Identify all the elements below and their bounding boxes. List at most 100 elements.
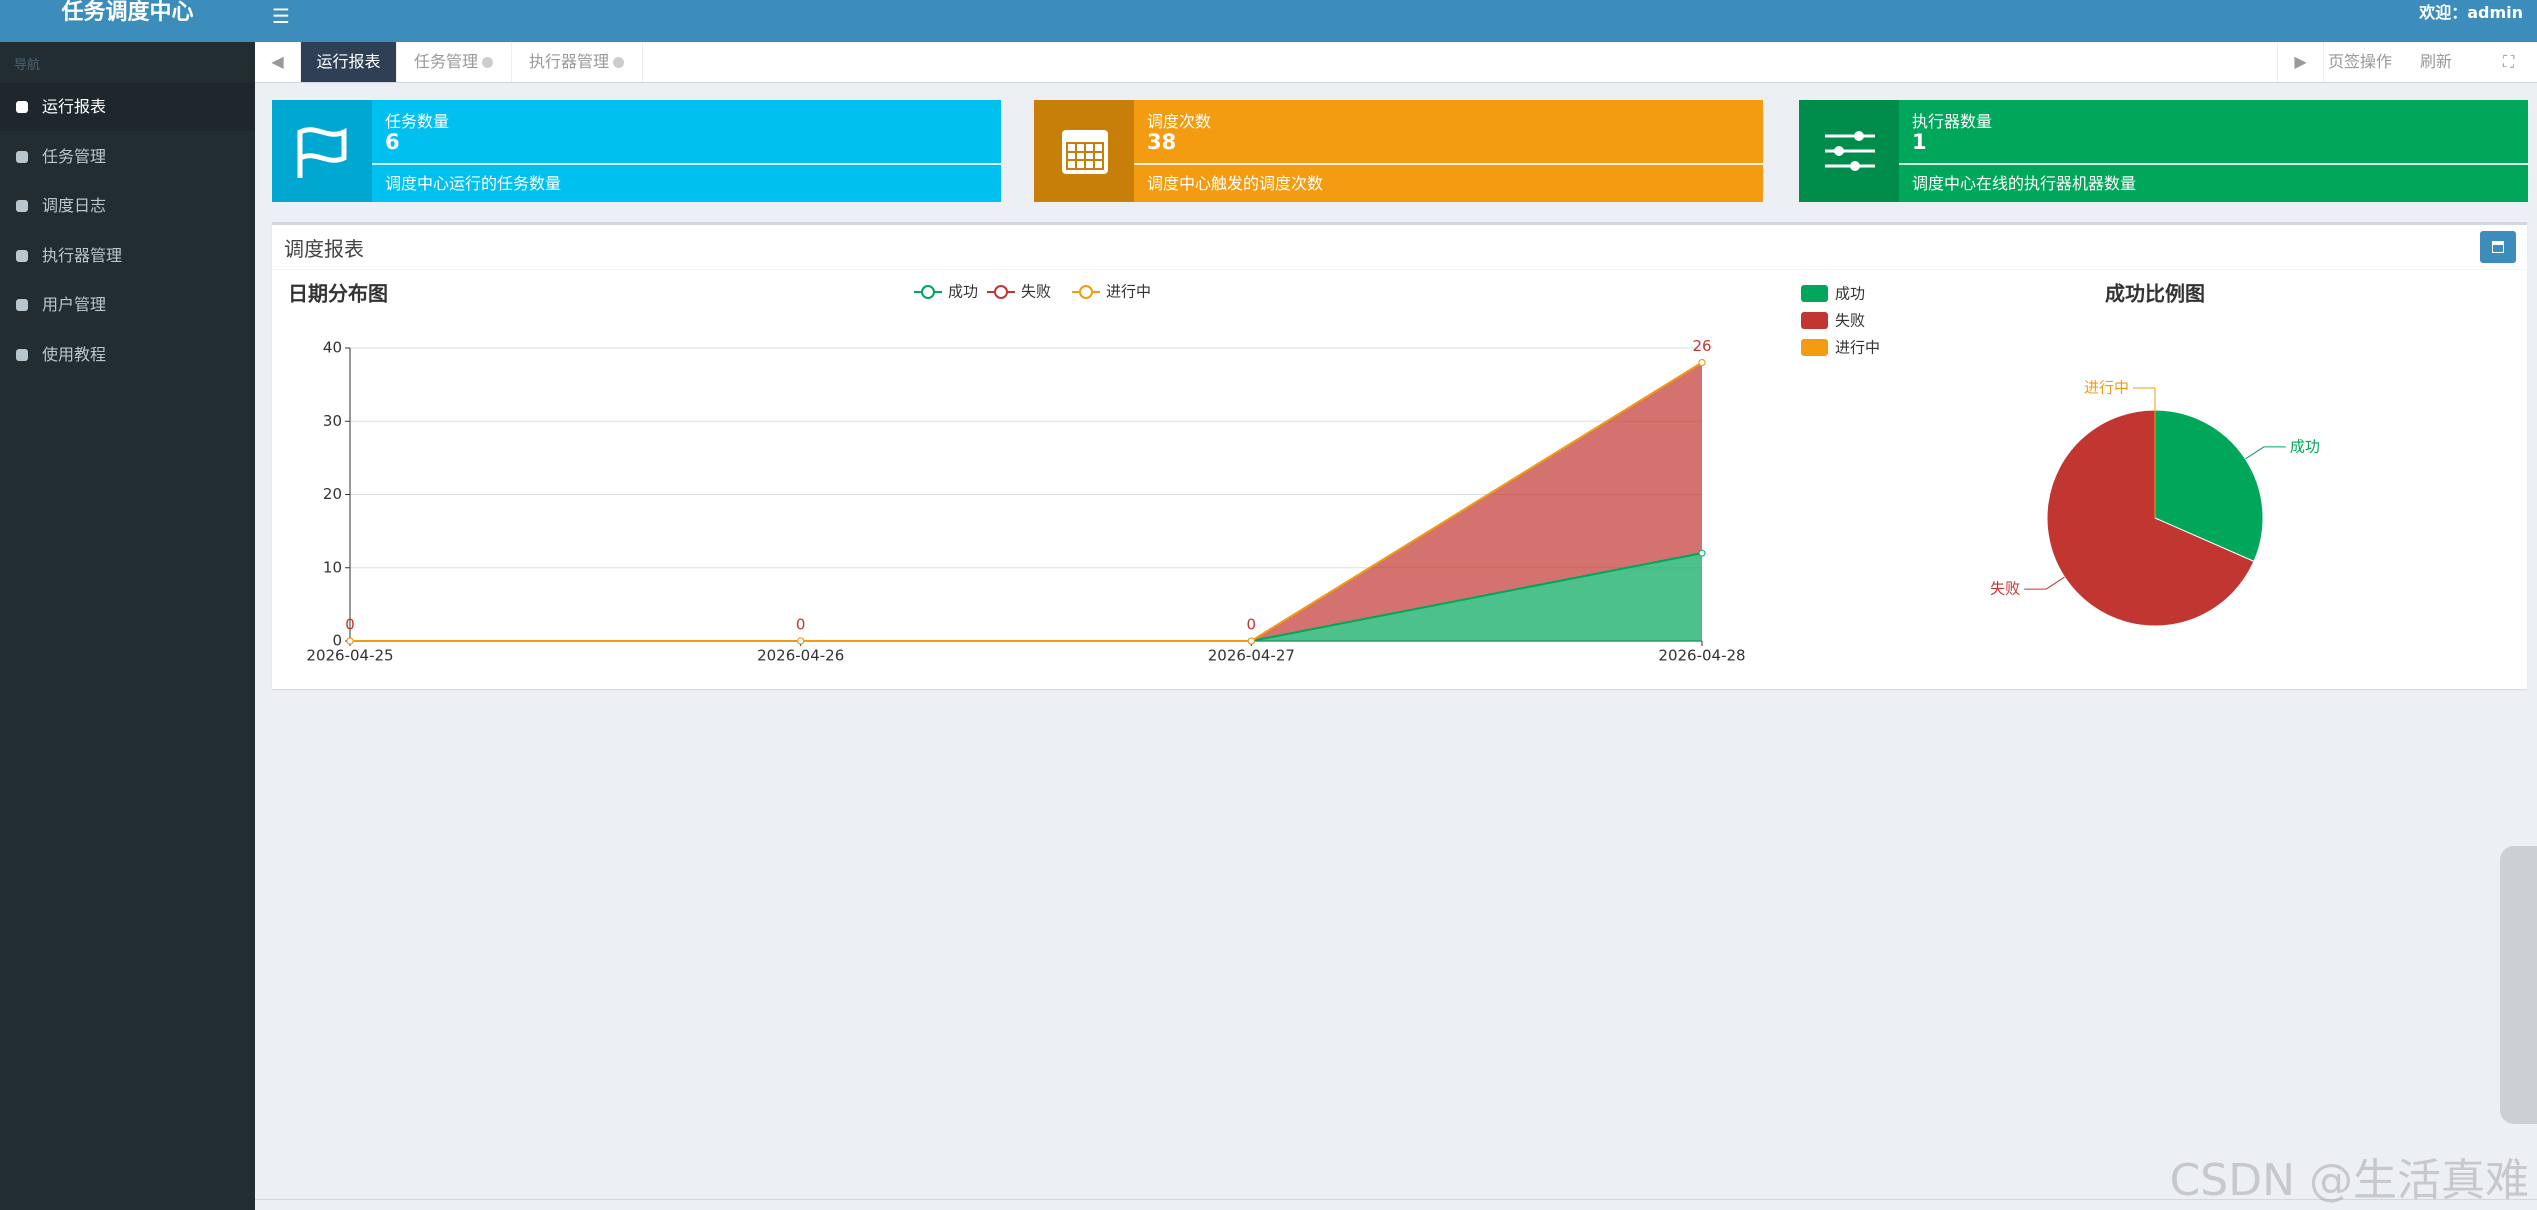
- menu-item[interactable]: 执行器管理: [0, 232, 255, 280]
- x-tick-label: 2026-04-28: [1658, 647, 1745, 665]
- data-label: 26: [1692, 337, 1711, 355]
- tab-bar: ◀ 运行报表 任务管理 执行器管理 ▶ 页签操作 刷新 ⛶: [255, 42, 2537, 83]
- info-description: 调度中心触发的调度次数: [1147, 174, 1324, 193]
- tab-label: 运行报表: [316, 52, 381, 71]
- legend-label: 进行中: [1835, 339, 1880, 357]
- tab-action[interactable]: 刷新: [2420, 52, 2453, 71]
- info-label: 任务数量: [385, 112, 450, 131]
- legend-label: 进行中: [1106, 283, 1151, 301]
- x-tick-label: 2026-04-26: [757, 647, 844, 665]
- divider: [272, 269, 2527, 270]
- pie-slice: [2154, 409, 2264, 563]
- y-tick-label: 40: [323, 339, 342, 357]
- tab[interactable]: 任务管理: [396, 42, 512, 82]
- y-tick-label: 20: [323, 485, 342, 503]
- sidebar-heading: 导航: [14, 58, 41, 73]
- date-button[interactable]: [2480, 231, 2516, 263]
- icon: [297, 127, 347, 178]
- icon: [1062, 130, 1108, 174]
- info-icon: [1034, 100, 1134, 202]
- menu-label: 使用教程: [42, 344, 107, 364]
- chart-title: 成功比例图: [2105, 282, 2205, 306]
- legend-marker: [994, 285, 1008, 299]
- y-tick-label: 0: [332, 632, 342, 650]
- legend-swatch: [1801, 285, 1828, 302]
- y-tick-label: 10: [323, 558, 342, 576]
- user-menu[interactable]: 欢迎：admin: [2419, 3, 2523, 22]
- label-line: [2133, 387, 2156, 410]
- legend-label: 成功: [948, 283, 978, 301]
- info-value: 6: [385, 130, 400, 154]
- watermark: CSDN @生活真难: [2169, 1155, 2529, 1206]
- menu-label: 任务管理: [42, 146, 107, 166]
- series-line: [350, 361, 1703, 642]
- info-icon: [272, 100, 372, 202]
- header: 任务调度中心 ☰ 欢迎：admin: [0, 0, 2537, 42]
- logo[interactable]: 任务调度中心: [61, 0, 194, 25]
- x-tick-label: 2026-04-27: [1208, 647, 1295, 665]
- point: [797, 637, 805, 645]
- y-tick-label: 30: [323, 412, 342, 430]
- fullscreen[interactable]: ⛶: [2503, 52, 2515, 71]
- data-label: 0: [1247, 616, 1257, 634]
- tab[interactable]: 运行报表: [301, 42, 397, 82]
- legend-marker: [921, 285, 935, 299]
- info-value: 1: [1912, 130, 1927, 154]
- tab-label: 任务管理: [413, 52, 478, 71]
- label-line: [2024, 576, 2065, 590]
- menu-item[interactable]: 调度日志: [0, 182, 255, 230]
- tab-prev[interactable]: ◀: [255, 42, 301, 82]
- menu-icon: [16, 299, 28, 311]
- slice-label: 进行中: [2084, 379, 2129, 397]
- menu-label: 用户管理: [42, 295, 107, 314]
- report-title: 调度报表: [284, 237, 364, 261]
- tab-action[interactable]: 页签操作: [2328, 52, 2393, 71]
- calendar-icon: [2492, 241, 2504, 253]
- icon: [1825, 131, 1875, 171]
- menu-icon: [16, 101, 28, 113]
- menu-icon: [16, 249, 28, 262]
- legend-label: 成功: [1835, 285, 1865, 303]
- menu-icon: [16, 150, 28, 163]
- point: [1247, 637, 1255, 645]
- info-label: 执行器数量: [1912, 112, 1993, 131]
- tab-close: [613, 57, 624, 68]
- tab-next[interactable]: ▶: [2277, 42, 2324, 82]
- point: [346, 637, 354, 645]
- info-value: 38: [1147, 130, 1177, 154]
- menu-label: 执行器管理: [42, 245, 123, 265]
- info-description: 调度中心在线的执行器机器数量: [1912, 174, 2137, 193]
- tab-close: [482, 57, 493, 68]
- sidebar: 导航 运行报表任务管理调度日志执行器管理用户管理使用教程: [0, 42, 255, 1210]
- info-icon: [1799, 100, 1899, 202]
- legend-swatch: [1801, 312, 1828, 329]
- menu-icon: [16, 200, 28, 212]
- x-tick-label: 2026-04-25: [306, 647, 393, 665]
- slice-label: 失败: [1990, 580, 2020, 598]
- info-separator: [1134, 163, 1763, 165]
- point: [1698, 359, 1706, 367]
- floating-widget[interactable]: [2500, 846, 2537, 1124]
- legend-swatch: [1801, 339, 1828, 356]
- point: [1698, 549, 1706, 557]
- menu-item[interactable]: 运行报表: [0, 83, 255, 131]
- chart-title: 日期分布图: [288, 282, 388, 306]
- menu-item[interactable]: 使用教程: [0, 331, 255, 379]
- legend-marker: [1079, 285, 1093, 299]
- legend-label: 失败: [1021, 283, 1051, 301]
- menu-toggle[interactable]: ☰: [272, 4, 290, 28]
- menu-item[interactable]: 用户管理: [0, 281, 255, 329]
- footer-line: [255, 1199, 2537, 1200]
- slice-label: 成功: [2290, 437, 2320, 455]
- tab-label: 执行器管理: [528, 52, 609, 71]
- menu-item[interactable]: 任务管理: [0, 133, 255, 181]
- tab[interactable]: 执行器管理: [511, 42, 643, 82]
- data-label: 0: [345, 616, 355, 634]
- info-separator: [1899, 163, 2528, 165]
- label-line: [2245, 446, 2286, 460]
- info-box: 任务数量 6 调度中心运行的任务数量: [272, 100, 1001, 202]
- info-separator: [372, 163, 1001, 165]
- menu-icon: [16, 348, 28, 361]
